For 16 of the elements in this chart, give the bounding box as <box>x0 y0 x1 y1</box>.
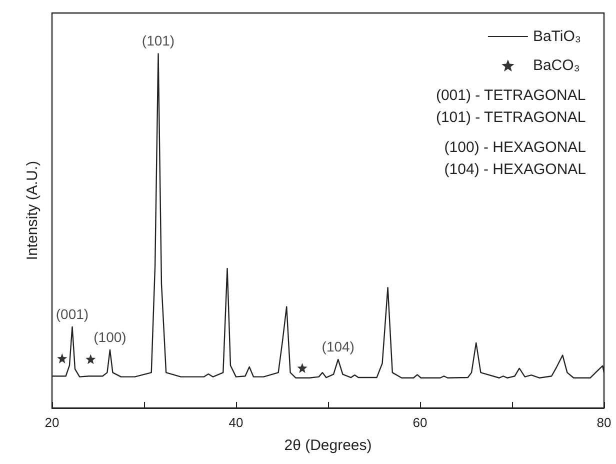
x-tick-label: 40 <box>228 415 244 430</box>
annotation: (100) <box>94 328 126 345</box>
annotation: (001) <box>56 306 89 322</box>
annotation: (101) <box>142 32 175 49</box>
x-tick-label: 80 <box>596 415 612 430</box>
x-tick-label: 20 <box>44 415 60 430</box>
annotation: (100) - HEXAGONAL <box>444 139 586 156</box>
legend-label: BaCO₃ <box>532 57 580 74</box>
annotation: (104) - HEXAGONAL <box>444 161 586 178</box>
x-tick-label: 60 <box>412 415 428 430</box>
annotation: (001) - TETRAGONAL <box>436 87 586 104</box>
annotation: (101) - TETRAGONAL <box>436 109 586 126</box>
legend-label: BaTiO₃ <box>532 28 581 45</box>
annotation: (104) <box>322 338 354 354</box>
x-axis-title: 2θ (Degrees) <box>284 437 372 454</box>
y-axis-title: Intensity (A.U.) <box>24 160 41 260</box>
